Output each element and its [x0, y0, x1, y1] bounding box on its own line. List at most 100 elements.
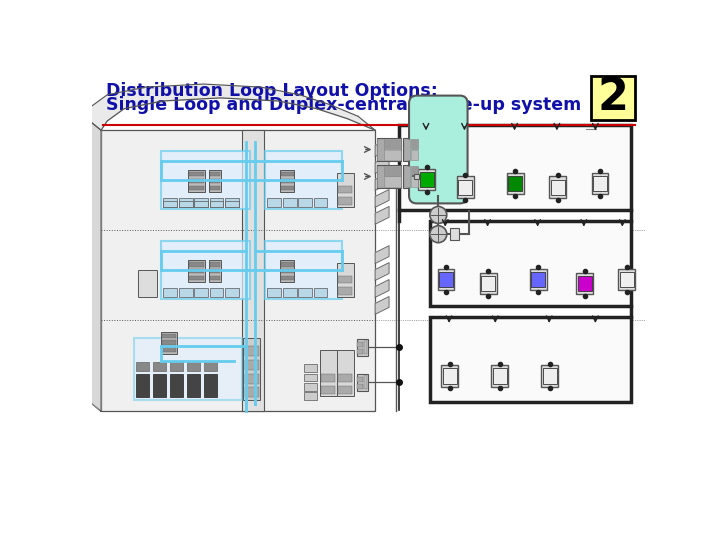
Bar: [283, 288, 297, 298]
Bar: [282, 186, 294, 190]
Bar: [188, 260, 205, 282]
Bar: [531, 272, 545, 287]
Bar: [282, 172, 294, 177]
Bar: [161, 332, 176, 354]
Bar: [179, 201, 193, 207]
Bar: [507, 173, 523, 194]
Bar: [321, 386, 335, 394]
Bar: [138, 271, 157, 298]
Bar: [577, 276, 592, 291]
Bar: [210, 186, 220, 190]
Bar: [338, 186, 352, 193]
Bar: [210, 276, 220, 280]
Bar: [399, 125, 631, 210]
Polygon shape: [375, 280, 389, 298]
Bar: [551, 179, 564, 195]
Bar: [576, 273, 593, 294]
Bar: [265, 151, 342, 209]
Bar: [441, 365, 459, 387]
Bar: [590, 76, 636, 120]
Bar: [194, 288, 208, 298]
Text: Distribution Loop Layout Options:: Distribution Loop Layout Options:: [106, 82, 438, 100]
Bar: [338, 374, 352, 382]
Polygon shape: [375, 156, 389, 173]
Bar: [209, 260, 221, 282]
Bar: [187, 374, 199, 397]
Bar: [338, 287, 352, 295]
Bar: [443, 368, 456, 383]
Bar: [161, 241, 250, 299]
Bar: [265, 241, 342, 299]
Bar: [420, 172, 433, 187]
Bar: [153, 362, 166, 372]
Bar: [282, 179, 294, 184]
Bar: [163, 201, 177, 207]
Bar: [162, 340, 176, 345]
FancyBboxPatch shape: [409, 96, 467, 204]
Bar: [404, 166, 410, 187]
Bar: [338, 197, 352, 205]
Bar: [189, 276, 204, 280]
Bar: [357, 342, 363, 347]
Bar: [298, 288, 312, 298]
Bar: [189, 269, 204, 273]
Bar: [320, 350, 337, 396]
Bar: [243, 338, 261, 400]
Polygon shape: [375, 246, 389, 264]
Bar: [101, 130, 375, 411]
Bar: [439, 272, 453, 287]
Bar: [377, 165, 401, 188]
Circle shape: [430, 206, 447, 224]
Bar: [245, 387, 259, 397]
Bar: [204, 374, 217, 397]
Bar: [314, 198, 328, 207]
Bar: [179, 198, 193, 207]
Bar: [210, 288, 223, 298]
Bar: [189, 179, 204, 184]
Bar: [209, 170, 221, 192]
Bar: [410, 139, 418, 148]
Bar: [482, 276, 495, 291]
Bar: [321, 374, 335, 382]
Bar: [225, 198, 239, 207]
Bar: [620, 272, 634, 287]
Bar: [304, 364, 318, 372]
Bar: [162, 347, 176, 352]
Bar: [356, 374, 368, 390]
Bar: [304, 383, 318, 390]
Bar: [163, 198, 177, 207]
Bar: [187, 362, 199, 372]
Bar: [410, 150, 418, 160]
Bar: [194, 198, 208, 207]
Bar: [210, 172, 220, 177]
Polygon shape: [375, 206, 389, 224]
Bar: [171, 374, 183, 397]
Bar: [153, 374, 166, 397]
Bar: [364, 375, 367, 389]
Bar: [364, 340, 367, 354]
Bar: [357, 377, 363, 382]
Bar: [210, 269, 220, 273]
Bar: [618, 269, 636, 291]
Bar: [430, 318, 631, 402]
Polygon shape: [84, 84, 375, 130]
Bar: [245, 346, 259, 356]
Bar: [210, 262, 220, 267]
Bar: [162, 334, 176, 338]
Polygon shape: [375, 173, 389, 190]
Bar: [530, 269, 547, 291]
Bar: [134, 338, 242, 400]
Bar: [267, 288, 282, 298]
Bar: [403, 138, 418, 161]
Bar: [281, 170, 294, 192]
Bar: [137, 362, 149, 372]
Bar: [338, 386, 352, 394]
Bar: [403, 165, 418, 188]
Text: Single Loop and Duplex-central make-up system: Single Loop and Duplex-central make-up s…: [106, 96, 581, 113]
Bar: [282, 262, 294, 267]
Bar: [267, 198, 282, 207]
Bar: [384, 139, 400, 148]
Bar: [480, 273, 497, 294]
Bar: [188, 170, 205, 192]
Bar: [281, 260, 294, 282]
